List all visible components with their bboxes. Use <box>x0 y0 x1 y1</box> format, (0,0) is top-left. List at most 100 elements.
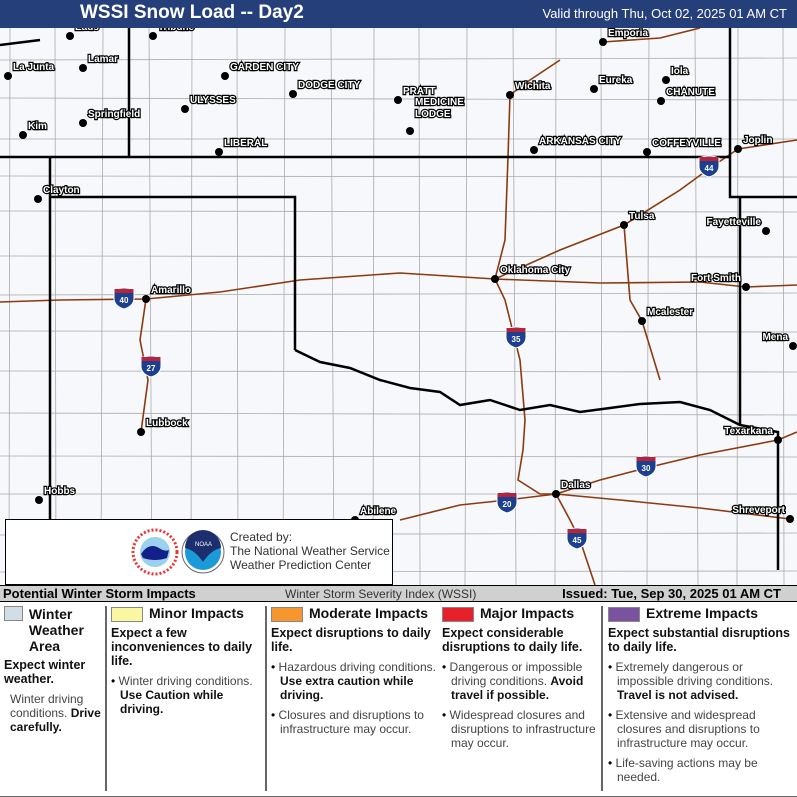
svg-text:Joplin: Joplin <box>743 135 772 146</box>
svg-text:Lamar: Lamar <box>88 54 118 65</box>
city-la-junta: La Junta <box>4 61 56 80</box>
legend-item-text: Winter driving conditions. <box>118 674 253 689</box>
legend-items: Extremely dangerous or impossible drivin… <box>608 660 797 784</box>
legend-item: Life-saving actions may be needed. <box>608 756 797 784</box>
svg-text:LIBERAL: LIBERAL <box>224 138 267 149</box>
city-liberal: LIBERAL <box>215 137 269 156</box>
city-hobbs: Hobbs <box>35 485 77 504</box>
credit-box: NOAA Created by: The National Weather Se… <box>5 519 393 585</box>
state-borders <box>0 28 797 570</box>
svg-text:Kim: Kim <box>28 121 47 132</box>
svg-text:Oklahoma City: Oklahoma City <box>500 265 570 276</box>
city-shreveport: Shreveport <box>731 504 794 523</box>
svg-text:20: 20 <box>503 500 512 509</box>
svg-text:27: 27 <box>147 364 156 373</box>
legend-item: Extremely dangerous or impossible drivin… <box>608 660 797 702</box>
legend-desc: Expect substantial disruptions to daily … <box>608 626 790 655</box>
city-garden-city: GARDEN CITY <box>221 61 300 80</box>
header: WSSI Snow Load -- Day2 Valid through Thu… <box>0 0 797 28</box>
logos: NOAA <box>131 528 225 576</box>
legend-item-bold: Use extra caution while driving. <box>280 674 414 703</box>
city-chanute: CHANUTE <box>657 86 716 105</box>
swatch <box>271 607 303 623</box>
svg-text:ARKANSAS CITY: ARKANSAS CITY <box>539 136 622 147</box>
svg-text:Abilene: Abilene <box>360 506 397 517</box>
city-ulysses: ULYSSES <box>181 94 237 113</box>
svg-text:Lubbock: Lubbock <box>146 418 188 429</box>
interstate-44-shield: 44 <box>698 155 720 178</box>
interstate-40-shield: 40 <box>113 287 135 310</box>
legend-label: Extreme Impacts <box>646 605 759 621</box>
swatch-winter <box>4 606 23 621</box>
map[interactable]: 44 40 27 35 30 20 45 Eads Tribune La Junta Lamar K… <box>0 28 797 585</box>
city-iola: Iola <box>662 65 690 84</box>
legend-item: Winter driving conditions. Use Caution w… <box>111 674 265 716</box>
svg-text:Hobbs: Hobbs <box>44 486 76 497</box>
svg-text:Tulsa: Tulsa <box>629 211 655 222</box>
svg-text:Amarillo: Amarillo <box>151 285 191 296</box>
nws-logo <box>131 528 179 576</box>
legend-item: Widespread closures and disruptions to i… <box>442 708 601 750</box>
legend-desc: Expect considerable disruptions to daily… <box>442 626 583 655</box>
legend-title-bar: Potential Winter Storm Impacts Winter St… <box>0 585 797 602</box>
legend-desc: Expect winter weather. <box>4 658 86 686</box>
svg-text:Iola: Iola <box>671 66 689 77</box>
legend-item-text: Widespread closures and disruptions to i… <box>449 708 596 751</box>
legend-label: Minor Impacts <box>149 605 244 621</box>
credit-line: Weather Prediction Center <box>230 558 372 572</box>
svg-text:Springfield: Springfield <box>88 109 140 120</box>
svg-text:Shreveport: Shreveport <box>732 505 785 516</box>
issued-time: Issued: Tue, Sep 30, 2025 01 AM CT <box>562 586 781 601</box>
svg-text:Wichita: Wichita <box>515 81 551 92</box>
svg-text:Tribune: Tribune <box>158 28 195 33</box>
city-pratt: PRATT <box>394 85 437 104</box>
city-fayetteville: Fayetteville <box>705 216 770 235</box>
legend-desc: Expect a few inconveniences to daily lif… <box>111 626 253 669</box>
index-name: Winter Storm Severity Index (WSSI) <box>285 587 477 601</box>
map-title: WSSI Snow Load -- Day2 <box>80 2 304 23</box>
interstate-45-shield: 45 <box>566 527 588 550</box>
city-mena: Mena <box>761 331 797 350</box>
svg-text:30: 30 <box>642 464 651 473</box>
legend-item-text: Dangerous or impossible driving conditio… <box>449 660 583 689</box>
svg-text:Emporia: Emporia <box>608 28 648 39</box>
svg-text:Mena: Mena <box>762 332 788 343</box>
svg-text:Mcalester: Mcalester <box>647 307 693 318</box>
legend-item: Dangerous or impossible driving conditio… <box>442 660 601 702</box>
credit-line: The National Weather Service <box>230 544 390 558</box>
legend-item: Hazardous driving conditions. Use extra … <box>271 660 437 702</box>
svg-text:Texarkana: Texarkana <box>724 426 773 437</box>
city-kim: Kim <box>19 120 48 139</box>
city-lamar: Lamar <box>79 53 119 72</box>
legend-title: Potential Winter Storm Impacts <box>3 586 196 601</box>
legend-item-bold: Use Caution while driving. <box>120 688 224 717</box>
svg-text:COFFEYVILLE: COFFEYVILLE <box>652 138 721 149</box>
legend-item-text: Extremely dangerous or impossible drivin… <box>615 660 774 689</box>
legend-label: Winter Weather Area <box>28 606 84 654</box>
interstate-30-shield: 30 <box>635 455 657 478</box>
road-us-75 <box>623 224 661 381</box>
legend-item-text: Closures and disruptions to infrastructu… <box>278 708 424 737</box>
legend-moderate: Moderate Impacts Expect disruptions to d… <box>265 606 437 791</box>
legend-item: Closures and disruptions to infrastructu… <box>271 708 437 736</box>
city-lubbock: Lubbock <box>137 417 189 436</box>
interstate-27-shield: 27 <box>140 355 162 378</box>
legend-desc: Expect disruptions to daily life. <box>271 626 431 655</box>
city-joplin: Joplin <box>734 134 774 153</box>
svg-text:CHANUTE: CHANUTE <box>666 87 715 98</box>
svg-text:GARDEN CITY: GARDEN CITY <box>230 62 299 73</box>
svg-text:Eads: Eads <box>75 28 99 33</box>
legend-label: Major Impacts <box>480 605 575 621</box>
city-eureka: Eureka <box>590 74 634 93</box>
city-oklahoma-city: Oklahoma City <box>491 264 572 283</box>
legend-extreme: Extreme Impacts Expect substantial disru… <box>601 606 797 791</box>
valid-time: Valid through Thu, Oct 02, 2025 01 AM CT <box>542 6 788 21</box>
city-wichita: Wichita <box>506 80 552 99</box>
svg-text:Dallas: Dallas <box>561 480 591 491</box>
swatch <box>442 607 474 623</box>
legend-items: Winter driving conditions. Use Caution w… <box>111 674 265 716</box>
legend-items: Dangerous or impossible driving conditio… <box>442 660 601 750</box>
legend-bold: Drive carefully. <box>10 706 101 734</box>
city-dodge-city: DODGE CITY <box>289 79 362 98</box>
